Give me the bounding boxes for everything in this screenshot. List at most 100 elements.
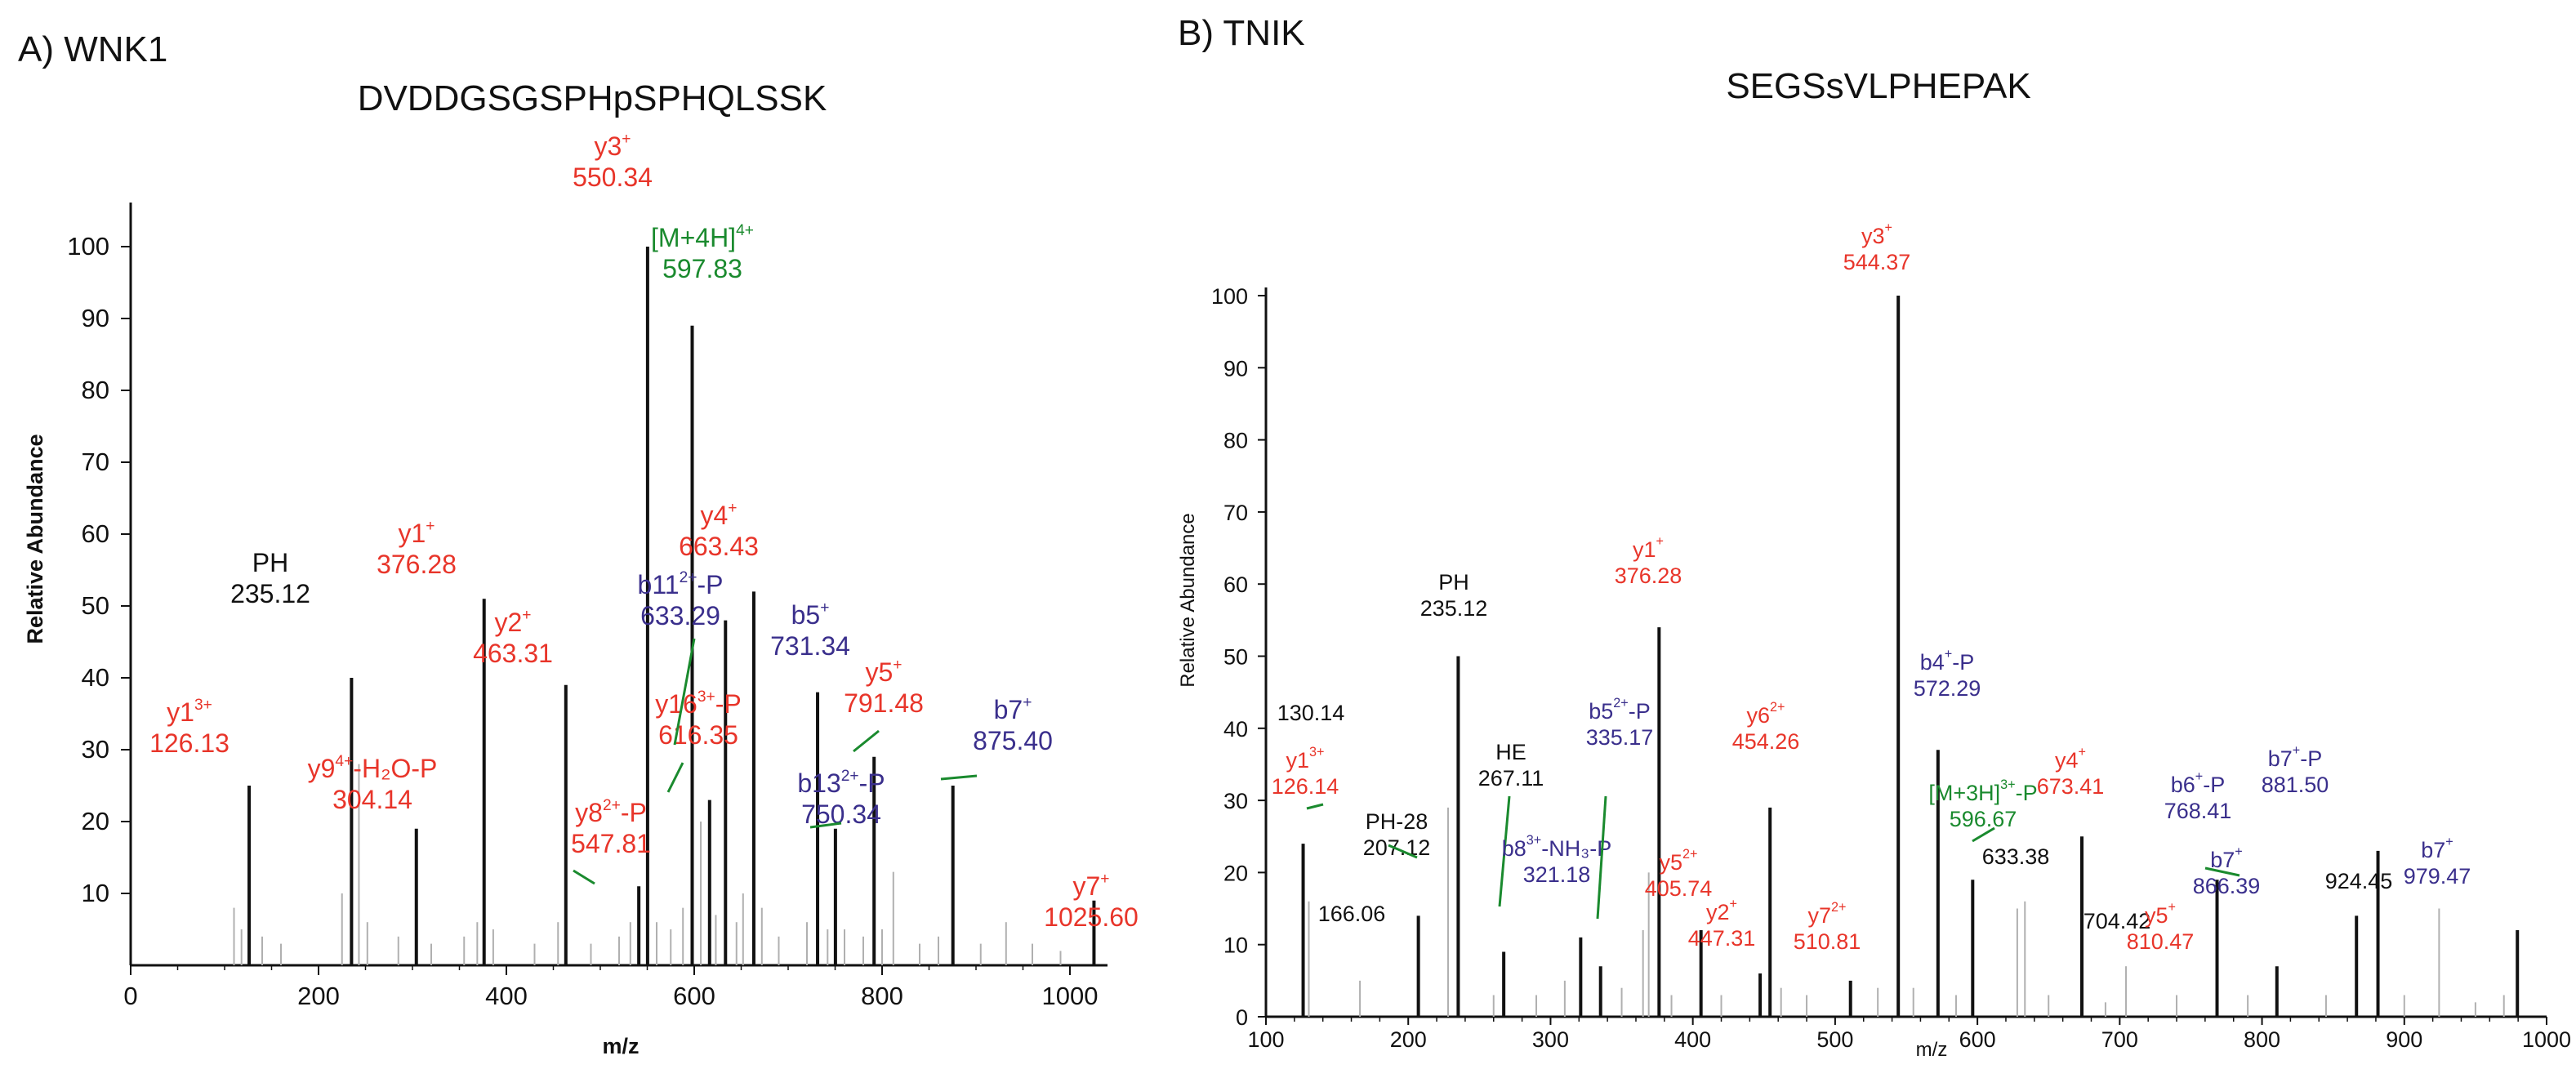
mz-label: 544.37 <box>1843 250 1911 274</box>
annotation-y4-663-43: y4+663.43 <box>679 500 759 561</box>
ion-name: y5 <box>1660 850 1683 875</box>
ion-suffix: -P <box>859 768 885 798</box>
mz-label: 673.41 <box>2037 774 2105 799</box>
mz-label: 376.28 <box>1615 563 1682 588</box>
leader-line <box>2204 866 2240 877</box>
y-tick-label: 90 <box>1223 356 1248 381</box>
leader-line <box>940 774 978 781</box>
annotation-y3-550-34: y3+550.34 <box>573 131 653 192</box>
ion-label: y3+ <box>1861 220 1892 248</box>
panel-a-peaks <box>247 247 1096 965</box>
y-tick-label: 40 <box>1223 717 1248 742</box>
mz-label: 335.17 <box>1586 725 1654 750</box>
annotation-y7-1025-60: y7+1025.60 <box>1044 871 1139 932</box>
annotation-y3-544-37: y3+544.37 <box>1843 220 1911 274</box>
ion-name: y5 <box>2145 903 2168 928</box>
ion-label: PH-28 <box>1366 809 1428 834</box>
mz-label: 572.29 <box>1914 676 1981 701</box>
annotation-y1-376-28: y1+376.28 <box>377 518 457 579</box>
ion-name: y1 <box>398 519 426 548</box>
mz-label: 550.34 <box>573 163 653 192</box>
ion-charge: + <box>426 518 435 535</box>
ion-name: y3 <box>594 131 622 161</box>
panel-b-peaks <box>1301 296 2520 1017</box>
ion-label: b132+-P <box>797 768 885 798</box>
mz-label: 731.34 <box>770 631 850 661</box>
ion-charge: 3+ <box>1526 833 1541 848</box>
leader-line <box>666 762 684 793</box>
ion-label: b6+-P <box>2171 769 2226 797</box>
ion-label: y5+ <box>2145 900 2176 928</box>
y-tick-label: 40 <box>82 663 109 692</box>
annotation-633-38-633-38: 633.38 <box>1982 844 2050 869</box>
leader-line <box>1596 795 1607 920</box>
annotation-b5-731-34: b5+731.34 <box>770 599 850 661</box>
y-tick-label: 80 <box>82 376 109 404</box>
mz-label: 126.14 <box>1272 774 1339 799</box>
ion-name: b7 <box>2421 838 2445 862</box>
mz-label: 267.11 <box>1478 766 1544 791</box>
annotation-m-4h-597-83: [M+4H]4+ 597.83 <box>651 222 754 283</box>
ion-name: b7 <box>2210 848 2235 872</box>
y-tick-label: 80 <box>1223 429 1248 453</box>
ion-charge: + <box>1656 534 1664 549</box>
mz-label: 454.26 <box>1732 729 1800 754</box>
ion-name: y1 <box>1286 748 1310 773</box>
mz-label: 304.14 <box>332 785 412 814</box>
ion-label: 166.06 <box>1318 902 1386 926</box>
y-tick-label: 20 <box>1223 861 1248 885</box>
annotation-y2-463-31: y2+463.31 <box>473 607 553 668</box>
ion-charge: + <box>522 607 531 624</box>
panel-b-x-axis-label: m/z <box>1916 1039 1948 1061</box>
mz-label: 1025.60 <box>1044 902 1139 932</box>
y-tick-label: 100 <box>67 232 109 261</box>
panel-a-annotations: y13+126.13PH235.12y94+-H₂O-P304.14y1+376… <box>149 131 1139 932</box>
panel-b-axes: 0 10 20 30 40 50 60 70 80 90 100 100 200 300 400 500 600… <box>1211 284 2571 1052</box>
annotation-y6-454-26: y62+454.26 <box>1732 700 1800 754</box>
annotation-b7-979-47: b7+979.47 <box>2404 835 2471 889</box>
ion-charge: 2+ <box>1831 900 1846 915</box>
ion-charge: + <box>1100 871 1109 888</box>
x-tick-label: 400 <box>1674 1027 1711 1052</box>
ion-name: [M+4H] <box>651 223 736 252</box>
ion-name: y7 <box>1072 871 1100 901</box>
mz-label: 768.41 <box>2164 799 2232 823</box>
panel-b-tnik: B) TNIK SEGSsVLPHEPAK Relative Abundance… <box>1177 13 2571 1061</box>
x-tick-label: 0 <box>123 982 137 1010</box>
ion-name: b13 <box>797 768 840 798</box>
leader-line <box>853 729 880 753</box>
ion-charge: 4+ <box>335 753 353 770</box>
mz-label: 321.18 <box>1523 862 1591 887</box>
panel-b-annotations: 130.14y13+126.14166.06PH-28207.12PH235.1… <box>1272 220 2471 954</box>
ion-charge: 2+ <box>680 569 697 586</box>
mz-label: 405.74 <box>1645 876 1713 901</box>
ion-charge: + <box>1730 897 1737 911</box>
ion-charge: 2+ <box>1682 847 1697 862</box>
ion-charge: 4+ <box>736 222 754 239</box>
leader-line <box>573 869 595 885</box>
ion-label: b83+-NH₃-P <box>1502 833 1612 861</box>
ion-charge: 3+ <box>2000 777 2015 792</box>
mz-label: 126.13 <box>149 728 230 758</box>
panel-a-x-axis-label: m/z <box>602 1034 639 1058</box>
ion-name: 924.45 <box>2325 869 2393 893</box>
ion-label: b4+-P <box>1920 647 1975 675</box>
ion-name: y16 <box>655 689 697 719</box>
annotation-130-14-130-14: 130.14 <box>1277 701 1345 725</box>
ion-name: y8 <box>575 798 603 827</box>
x-tick-label: 100 <box>1247 1027 1284 1052</box>
y-tick-label: 0 <box>1236 1005 1248 1030</box>
ion-suffix: -H₂O-P <box>353 754 437 783</box>
x-tick-label: 800 <box>2244 1027 2280 1052</box>
annotation-y1-126-13: y13+126.13 <box>149 697 230 758</box>
mz-label: 597.83 <box>662 254 742 283</box>
ion-charge: + <box>1023 694 1032 711</box>
y-tick-label: 50 <box>1223 645 1248 670</box>
ion-name: y2 <box>1706 900 1730 924</box>
y-tick-label: 10 <box>82 879 109 907</box>
